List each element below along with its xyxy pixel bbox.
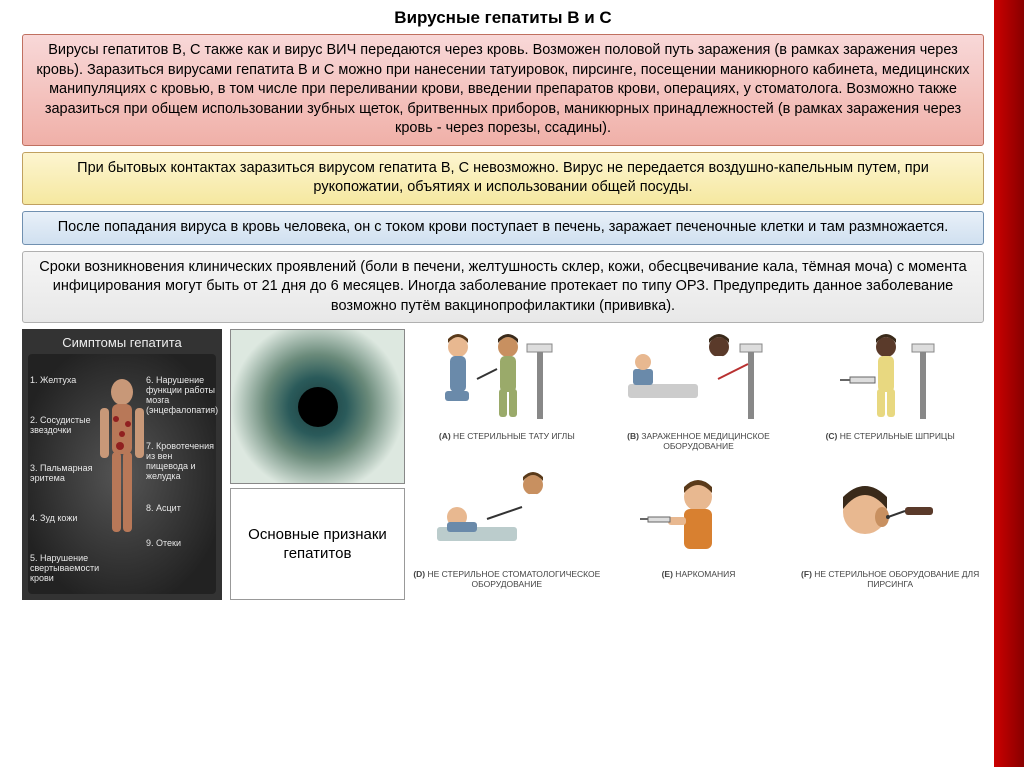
eye-panel: Основные признаки гепатитов [230,329,405,600]
transmission-label: (a) Не стерильные тату иглы [439,431,575,441]
symptoms-panel: Симптомы гепатита 1. Желтуха 2. Сосудисты… [22,329,222,600]
transmission-item-d: (d) Не стерильное стоматологическое обор… [413,467,601,601]
transmission-item-b: (b) Зараженное медицинское оборудование [605,329,793,463]
symptom-label: 3. Пальмарная эритема [30,464,110,484]
symptom-label: 4. Зуд кожи [30,514,77,524]
info-box-pathogenesis: После попадания вируса в кровь человека,… [22,211,984,245]
info-box-transmission: Вирусы гепатитов В, С также как и вирус … [22,34,984,146]
transmission-icon [413,467,601,567]
symptom-label: 5. Нарушение свертываемости крови [30,554,110,584]
symptom-label: 8. Асцит [146,504,181,514]
symptom-label: 2. Сосудистые звездочки [30,416,110,436]
eye-caption: Основные признаки гепатитов [230,488,405,600]
transmission-label: (d) Не стерильное стоматологическое обор… [413,569,601,589]
info-box-household: При бытовых контактах заразиться вирусом… [22,152,984,205]
transmission-label: (c) Не стерильные шприцы [826,431,955,441]
transmission-grid: (a) Не стерильные тату иглы (b) Зараженн… [413,329,984,600]
transmission-icon [796,329,984,429]
transmission-item-c: (c) Не стерильные шприцы [796,329,984,463]
symptom-label: 1. Желтуха [30,376,76,386]
body-diagram: 1. Желтуха 2. Сосудистые звездочки 3. Паль… [28,354,216,594]
transmission-icon [605,467,793,567]
eye-image [230,329,405,484]
transmission-icon [605,329,793,429]
transmission-item-e: (e) Наркомания [605,467,793,601]
transmission-label: (e) Наркомания [662,569,736,579]
transmission-label: (f) Не стерильное оборудование для пирси… [796,569,984,589]
info-box-clinical: Сроки возникновения клинических проявлен… [22,251,984,324]
transmission-label: (b) Зараженное медицинское оборудование [605,431,793,451]
transmission-item-f: (f) Не стерильное оборудование для пирси… [796,467,984,601]
transmission-icon [796,467,984,567]
page-title: Вирусные гепатиты В и С [22,8,984,28]
accent-bar [994,0,1024,767]
content: Вирусные гепатиты В и С Вирусы гепатитов… [0,0,1024,608]
symptom-label: 6. Нарушение функции работы мозга (энцеф… [146,376,218,416]
symptom-label: 9. Отеки [146,539,181,549]
symptoms-title: Симптомы гепатита [28,335,216,350]
lower-row: Симптомы гепатита 1. Желтуха 2. Сосудисты… [22,329,984,600]
transmission-item-a: (a) Не стерильные тату иглы [413,329,601,463]
symptom-label: 7. Кровотечения из вен пищевода и желудк… [146,442,216,482]
transmission-icon [413,329,601,429]
